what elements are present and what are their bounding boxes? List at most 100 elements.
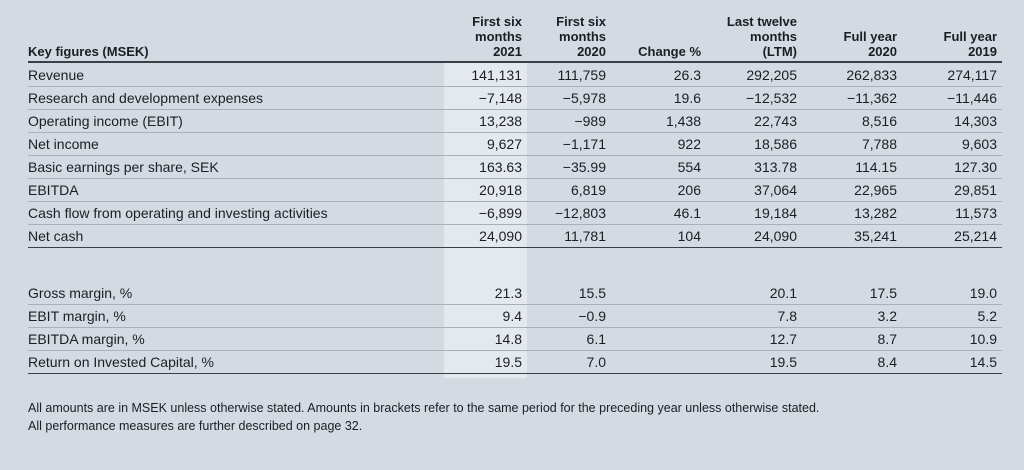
row-value: 15.5: [527, 282, 611, 305]
row-value: 13,238: [444, 109, 527, 133]
key-figures-table: Key figures (MSEK) First six months 2021 F…: [28, 0, 1002, 374]
row-label: Net cash: [28, 224, 444, 248]
row-value: 554: [611, 155, 706, 179]
row-value: [611, 350, 706, 374]
row-value: −35.99: [527, 155, 611, 179]
row-value: 26.3: [611, 62, 706, 87]
row-value: 35,241: [802, 224, 902, 248]
row-value: 9.4: [444, 304, 527, 328]
footnote-line: All performance measures are further des…: [28, 419, 363, 433]
table-row: Basic earnings per share, SEK 163.63 −35.9…: [28, 155, 1002, 179]
table-header-row: Key figures (MSEK) First six months 2021 F…: [28, 0, 1002, 63]
row-value: 10.9: [902, 327, 1002, 351]
table-label-header: Key figures (MSEK): [28, 0, 444, 63]
column-header: First six months 2021: [444, 0, 527, 63]
row-value: 19.5: [444, 350, 527, 374]
row-value: −6,899: [444, 201, 527, 225]
row-value: 12.7: [706, 327, 802, 351]
table-row: Cash flow from operating and investing a…: [28, 201, 1002, 225]
row-value: 8.4: [802, 350, 902, 374]
row-value: 20.1: [706, 282, 802, 305]
row-value: [611, 327, 706, 351]
row-value: 24,090: [444, 224, 527, 248]
row-value: 14.8: [444, 327, 527, 351]
row-value: 29,851: [902, 178, 1002, 202]
row-value: −5,978: [527, 86, 611, 110]
row-label: Net income: [28, 132, 444, 156]
row-value: 21.3: [444, 282, 527, 305]
row-value: 14.5: [902, 350, 1002, 374]
row-value: 7.0: [527, 350, 611, 374]
row-value: 17.5: [802, 282, 902, 305]
row-value: −11,446: [902, 86, 1002, 110]
column-header: Full year 2020: [802, 0, 902, 63]
row-value: 292,205: [706, 62, 802, 87]
row-value: 9,603: [902, 132, 1002, 156]
row-value: 1,438: [611, 109, 706, 133]
row-value: 13,282: [802, 201, 902, 225]
table-row: Return on Invested Capital, % 19.5 7.0 19.5…: [28, 350, 1002, 374]
row-value: 37,064: [706, 178, 802, 202]
table-spacer: [28, 248, 1002, 283]
table-row: Revenue 141,131 111,759 26.3 292,205 262,833 2…: [28, 62, 1002, 87]
row-label: EBIT margin, %: [28, 304, 444, 328]
row-label: Basic earnings per share, SEK: [28, 155, 444, 179]
row-value: 18,586: [706, 132, 802, 156]
row-value: −11,362: [802, 86, 902, 110]
row-label: Return on Invested Capital, %: [28, 350, 444, 374]
row-value: 19.0: [902, 282, 1002, 305]
row-value: 25,214: [902, 224, 1002, 248]
row-value: −989: [527, 109, 611, 133]
row-value: 46.1: [611, 201, 706, 225]
row-value: 114.15: [802, 155, 902, 179]
table-row: Net income 9,627 −1,171 922 18,586 7,788 9,603: [28, 132, 1002, 156]
row-label: Revenue: [28, 62, 444, 87]
column-header: Full year 2019: [902, 0, 1002, 63]
row-label: Research and development expenses: [28, 86, 444, 110]
row-label: EBITDA margin, %: [28, 327, 444, 351]
row-value: 11,781: [527, 224, 611, 248]
row-value: −12,532: [706, 86, 802, 110]
row-value: 24,090: [706, 224, 802, 248]
row-value: 262,833: [802, 62, 902, 87]
row-value: 313.78: [706, 155, 802, 179]
footnote: All amounts are in MSEK unless otherwise…: [28, 399, 1002, 435]
row-value: 3.2: [802, 304, 902, 328]
row-value: 274,117: [902, 62, 1002, 87]
column-header: Change %: [611, 0, 706, 63]
table-row: Gross margin, % 21.3 15.5 20.1 17.5 19.0: [28, 282, 1002, 305]
row-value: 6,819: [527, 178, 611, 202]
row-label: Operating income (EBIT): [28, 109, 444, 133]
table-row: EBITDA margin, % 14.8 6.1 12.7 8.7 10.9: [28, 327, 1002, 351]
row-value: 7,788: [802, 132, 902, 156]
row-value: 104: [611, 224, 706, 248]
row-value: 141,131: [444, 62, 527, 87]
row-value: 22,965: [802, 178, 902, 202]
row-value: −12,803: [527, 201, 611, 225]
row-value: 14,303: [902, 109, 1002, 133]
table-row: Research and development expenses −7,148−…: [28, 86, 1002, 110]
row-value: 9,627: [444, 132, 527, 156]
footnote-line: All amounts are in MSEK unless otherwise…: [28, 401, 820, 415]
row-value: −1,171: [527, 132, 611, 156]
row-value: 11,573: [902, 201, 1002, 225]
row-value: 163.63: [444, 155, 527, 179]
row-value: 22,743: [706, 109, 802, 133]
row-value: [611, 282, 706, 305]
row-label: EBITDA: [28, 178, 444, 202]
table-row: Operating income (EBIT) 13,238 −989 1,438 22…: [28, 109, 1002, 133]
row-value: 8,516: [802, 109, 902, 133]
column-header: Last twelve months (LTM): [706, 0, 802, 63]
row-value: 206: [611, 178, 706, 202]
row-value: 20,918: [444, 178, 527, 202]
table-row: EBITDA 20,918 6,819 206 37,064 22,965 29,851: [28, 178, 1002, 202]
row-value: 7.8: [706, 304, 802, 328]
table-row: EBIT margin, % 9.4 −0.9 7.8 3.2 5.2: [28, 304, 1002, 328]
row-value: 8.7: [802, 327, 902, 351]
row-value: 19.6: [611, 86, 706, 110]
row-value: 127.30: [902, 155, 1002, 179]
row-label: Cash flow from operating and investing a…: [28, 201, 444, 225]
row-value: 6.1: [527, 327, 611, 351]
column-header: First six months 2020: [527, 0, 611, 63]
row-value: 19.5: [706, 350, 802, 374]
